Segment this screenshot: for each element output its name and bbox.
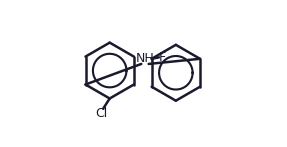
Text: Cl: Cl (96, 107, 108, 120)
Text: NH: NH (135, 52, 154, 65)
Text: F: F (159, 51, 166, 64)
